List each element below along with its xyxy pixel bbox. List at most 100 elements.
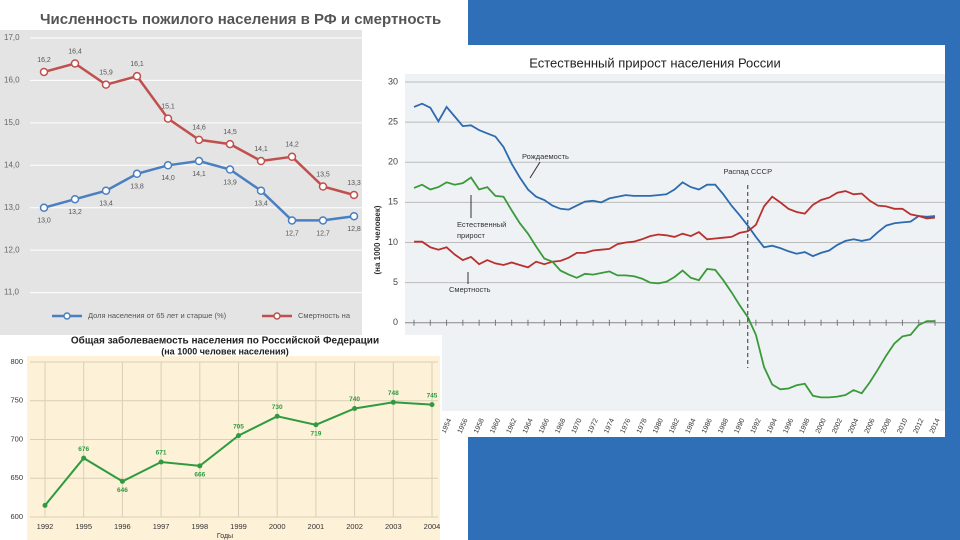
y-axis-title: (на 1000 человек)	[373, 205, 382, 274]
point	[101, 80, 111, 89]
point	[274, 413, 280, 419]
value-label: 13,2	[68, 209, 82, 216]
y-tick-label: 14,0	[4, 160, 20, 169]
value-label: 14,0	[161, 175, 175, 182]
value-label: 15,9	[99, 70, 113, 77]
point	[39, 67, 49, 77]
y-tick-label: 750	[10, 396, 23, 405]
point	[158, 459, 164, 465]
plot-area	[0, 30, 362, 335]
point	[194, 135, 204, 145]
value-label: 666	[194, 472, 205, 479]
value-label: 719	[310, 430, 321, 437]
plot-area	[27, 356, 440, 540]
point	[256, 156, 266, 166]
point	[429, 402, 435, 408]
x-tick-label: 1995	[75, 522, 92, 531]
y-tick-label: 30	[388, 76, 398, 86]
value-label: 14,1	[254, 146, 268, 153]
y-tick-label: 20	[388, 157, 398, 167]
x-tick-label: 1992	[37, 522, 54, 531]
value-label: 16,2	[37, 57, 51, 64]
leader	[529, 161, 541, 179]
x-tick-label: 1998	[191, 522, 208, 531]
point	[132, 169, 142, 179]
point	[119, 478, 125, 484]
value-label: 12,8	[347, 226, 361, 233]
value-label: 676	[78, 446, 89, 453]
value-label: 12,7	[285, 230, 299, 237]
point	[163, 114, 173, 123]
value-label: 748	[388, 390, 399, 397]
series-line	[413, 102, 936, 258]
point	[132, 71, 142, 81]
annotation: Естественный	[457, 220, 506, 229]
chart-title: Общая заболеваемость населения по Россий…	[71, 335, 379, 347]
point	[313, 422, 319, 428]
annotation: Смертность	[449, 285, 491, 294]
point	[349, 190, 359, 200]
x-tick-label: 2004	[424, 522, 441, 531]
y-tick-label: 13,0	[4, 203, 20, 212]
point	[287, 152, 297, 162]
value-label: 13,5	[316, 171, 330, 178]
point	[101, 186, 111, 195]
y-tick-label: 12,0	[4, 245, 20, 254]
y-tick-label: 15,0	[4, 118, 20, 127]
point	[42, 502, 48, 508]
value-label: 13,0	[37, 218, 51, 225]
point	[225, 139, 235, 149]
point	[287, 216, 297, 225]
value-label: 16,4	[68, 48, 82, 55]
chart-title: Численность пожилого населения в РФ и см…	[40, 11, 441, 28]
legend-marker	[63, 312, 71, 320]
x-axis-title: Годы	[217, 533, 233, 540]
value-label: 16,1	[130, 61, 144, 68]
point	[194, 156, 204, 166]
value-label: 13,9	[223, 179, 237, 186]
y-tick-label: 17,0	[4, 33, 20, 42]
point	[318, 216, 328, 225]
value-label: 671	[156, 450, 167, 457]
legend-label: Смертность на	[298, 311, 351, 320]
point	[70, 194, 80, 204]
x-tick-label: 2001	[308, 522, 325, 531]
chart-subtitle: (на 1000 человек населения)	[161, 346, 289, 356]
y-tick-label: 600	[10, 512, 23, 521]
y-tick-label: 16,0	[4, 76, 20, 85]
x-tick-label: 2002	[346, 522, 363, 531]
value-label: 15,1	[161, 103, 175, 110]
series-line	[413, 176, 935, 399]
y-tick-label: 5	[393, 277, 398, 287]
legend-label: Доля населения от 65 лет и старше (%)	[88, 311, 227, 320]
y-tick-label: 25	[388, 116, 398, 126]
y-tick-label: 0	[393, 317, 398, 327]
annotation: Распад СССР	[723, 167, 772, 176]
value-label: 740	[349, 396, 360, 403]
value-label: 705	[233, 423, 244, 430]
point	[352, 406, 358, 411]
point	[349, 211, 359, 221]
point	[197, 463, 203, 469]
point	[225, 165, 235, 174]
value-label: 13,3	[347, 180, 361, 187]
point	[163, 161, 173, 170]
annotation: Рождаемость	[522, 152, 569, 161]
point	[256, 186, 266, 195]
y-tick-label: 650	[10, 473, 23, 482]
y-tick-label: 15	[388, 197, 398, 207]
x-tick-label: 2003	[385, 522, 402, 531]
value-label: 730	[272, 404, 283, 411]
y-tick-label: 700	[10, 434, 23, 443]
value-label: 13,8	[130, 184, 144, 191]
y-tick-label: 10	[388, 237, 398, 247]
value-label: 14,1	[192, 171, 206, 178]
y-tick-label: 800	[10, 357, 23, 366]
point	[390, 399, 396, 405]
point	[81, 455, 87, 461]
y-tick-label: 11,0	[4, 288, 20, 297]
point	[39, 203, 49, 212]
point	[236, 433, 241, 439]
value-label: 14,2	[285, 142, 299, 149]
value-label: 12,7	[316, 230, 330, 237]
